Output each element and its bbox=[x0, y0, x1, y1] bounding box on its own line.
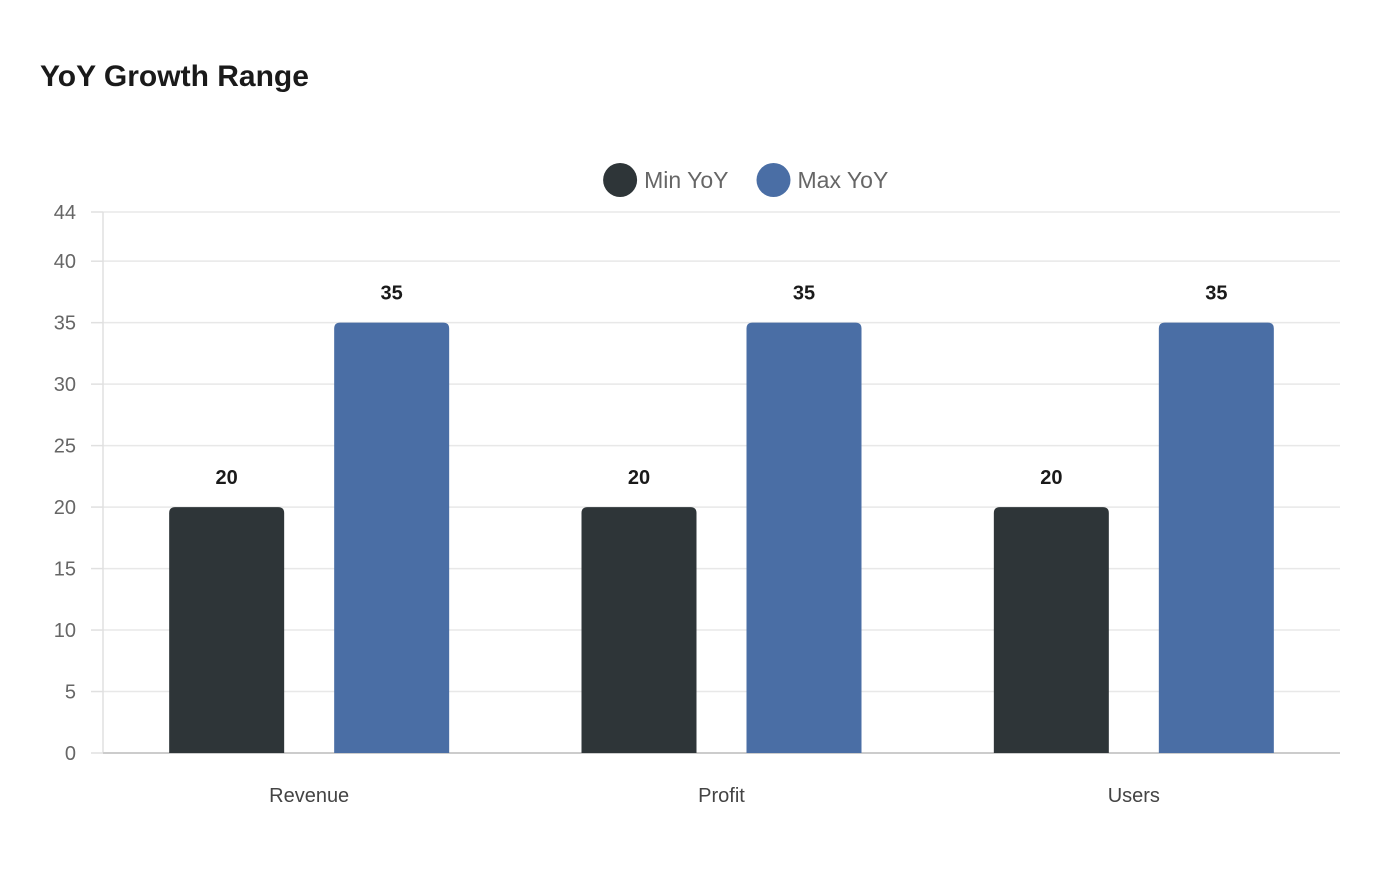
bar-revenue-max-yoy bbox=[334, 322, 450, 753]
legend-label-min-yoy: Min YoY bbox=[644, 167, 728, 193]
y-tick-label-5: 5 bbox=[65, 682, 76, 704]
x-tick-label-revenue: Revenue bbox=[269, 785, 349, 807]
legend-label-max-yoy: Max YoY bbox=[798, 167, 889, 193]
y-tick-label-10: 10 bbox=[54, 620, 76, 642]
bar-revenue-min-yoy bbox=[169, 507, 285, 753]
data-label-users-1: 35 bbox=[1205, 283, 1227, 305]
y-tick-label-30: 30 bbox=[54, 374, 76, 396]
y-tick-label-35: 35 bbox=[54, 313, 76, 335]
bar-users-max-yoy bbox=[1158, 322, 1274, 753]
data-labels: 20 35 20 35 20 35 bbox=[216, 283, 1228, 489]
axes: 0 5 10 15 20 25 30 35 40 44 Revenue Profit Users bbox=[54, 202, 1340, 807]
legend-swatch-min-yoy bbox=[603, 163, 638, 197]
bar-profit-min-yoy bbox=[581, 507, 697, 753]
y-tick-label-20: 20 bbox=[54, 497, 76, 519]
data-label-profit-1: 35 bbox=[793, 283, 815, 305]
data-label-revenue-1: 35 bbox=[381, 283, 403, 305]
x-tick-label-users: Users bbox=[1108, 785, 1160, 807]
chart-title: YoY Growth Range bbox=[40, 60, 309, 93]
x-tick-label-profit: Profit bbox=[698, 785, 745, 807]
bars bbox=[169, 322, 1274, 753]
data-label-users-0: 20 bbox=[1040, 467, 1062, 489]
data-label-revenue-0: 20 bbox=[216, 467, 238, 489]
y-tick-label-15: 15 bbox=[54, 559, 76, 581]
bar-profit-max-yoy bbox=[746, 322, 862, 753]
y-tick-label-25: 25 bbox=[54, 436, 76, 458]
y-tick-label-44: 44 bbox=[54, 202, 76, 224]
y-tick-label-0: 0 bbox=[65, 743, 76, 765]
data-label-profit-0: 20 bbox=[628, 467, 650, 489]
legend: Min YoY Max YoY bbox=[603, 163, 888, 197]
bar-users-min-yoy bbox=[993, 507, 1109, 753]
legend-swatch-max-yoy bbox=[756, 163, 791, 197]
y-tick-label-40: 40 bbox=[54, 251, 76, 273]
grid-lines bbox=[103, 211, 1340, 693]
